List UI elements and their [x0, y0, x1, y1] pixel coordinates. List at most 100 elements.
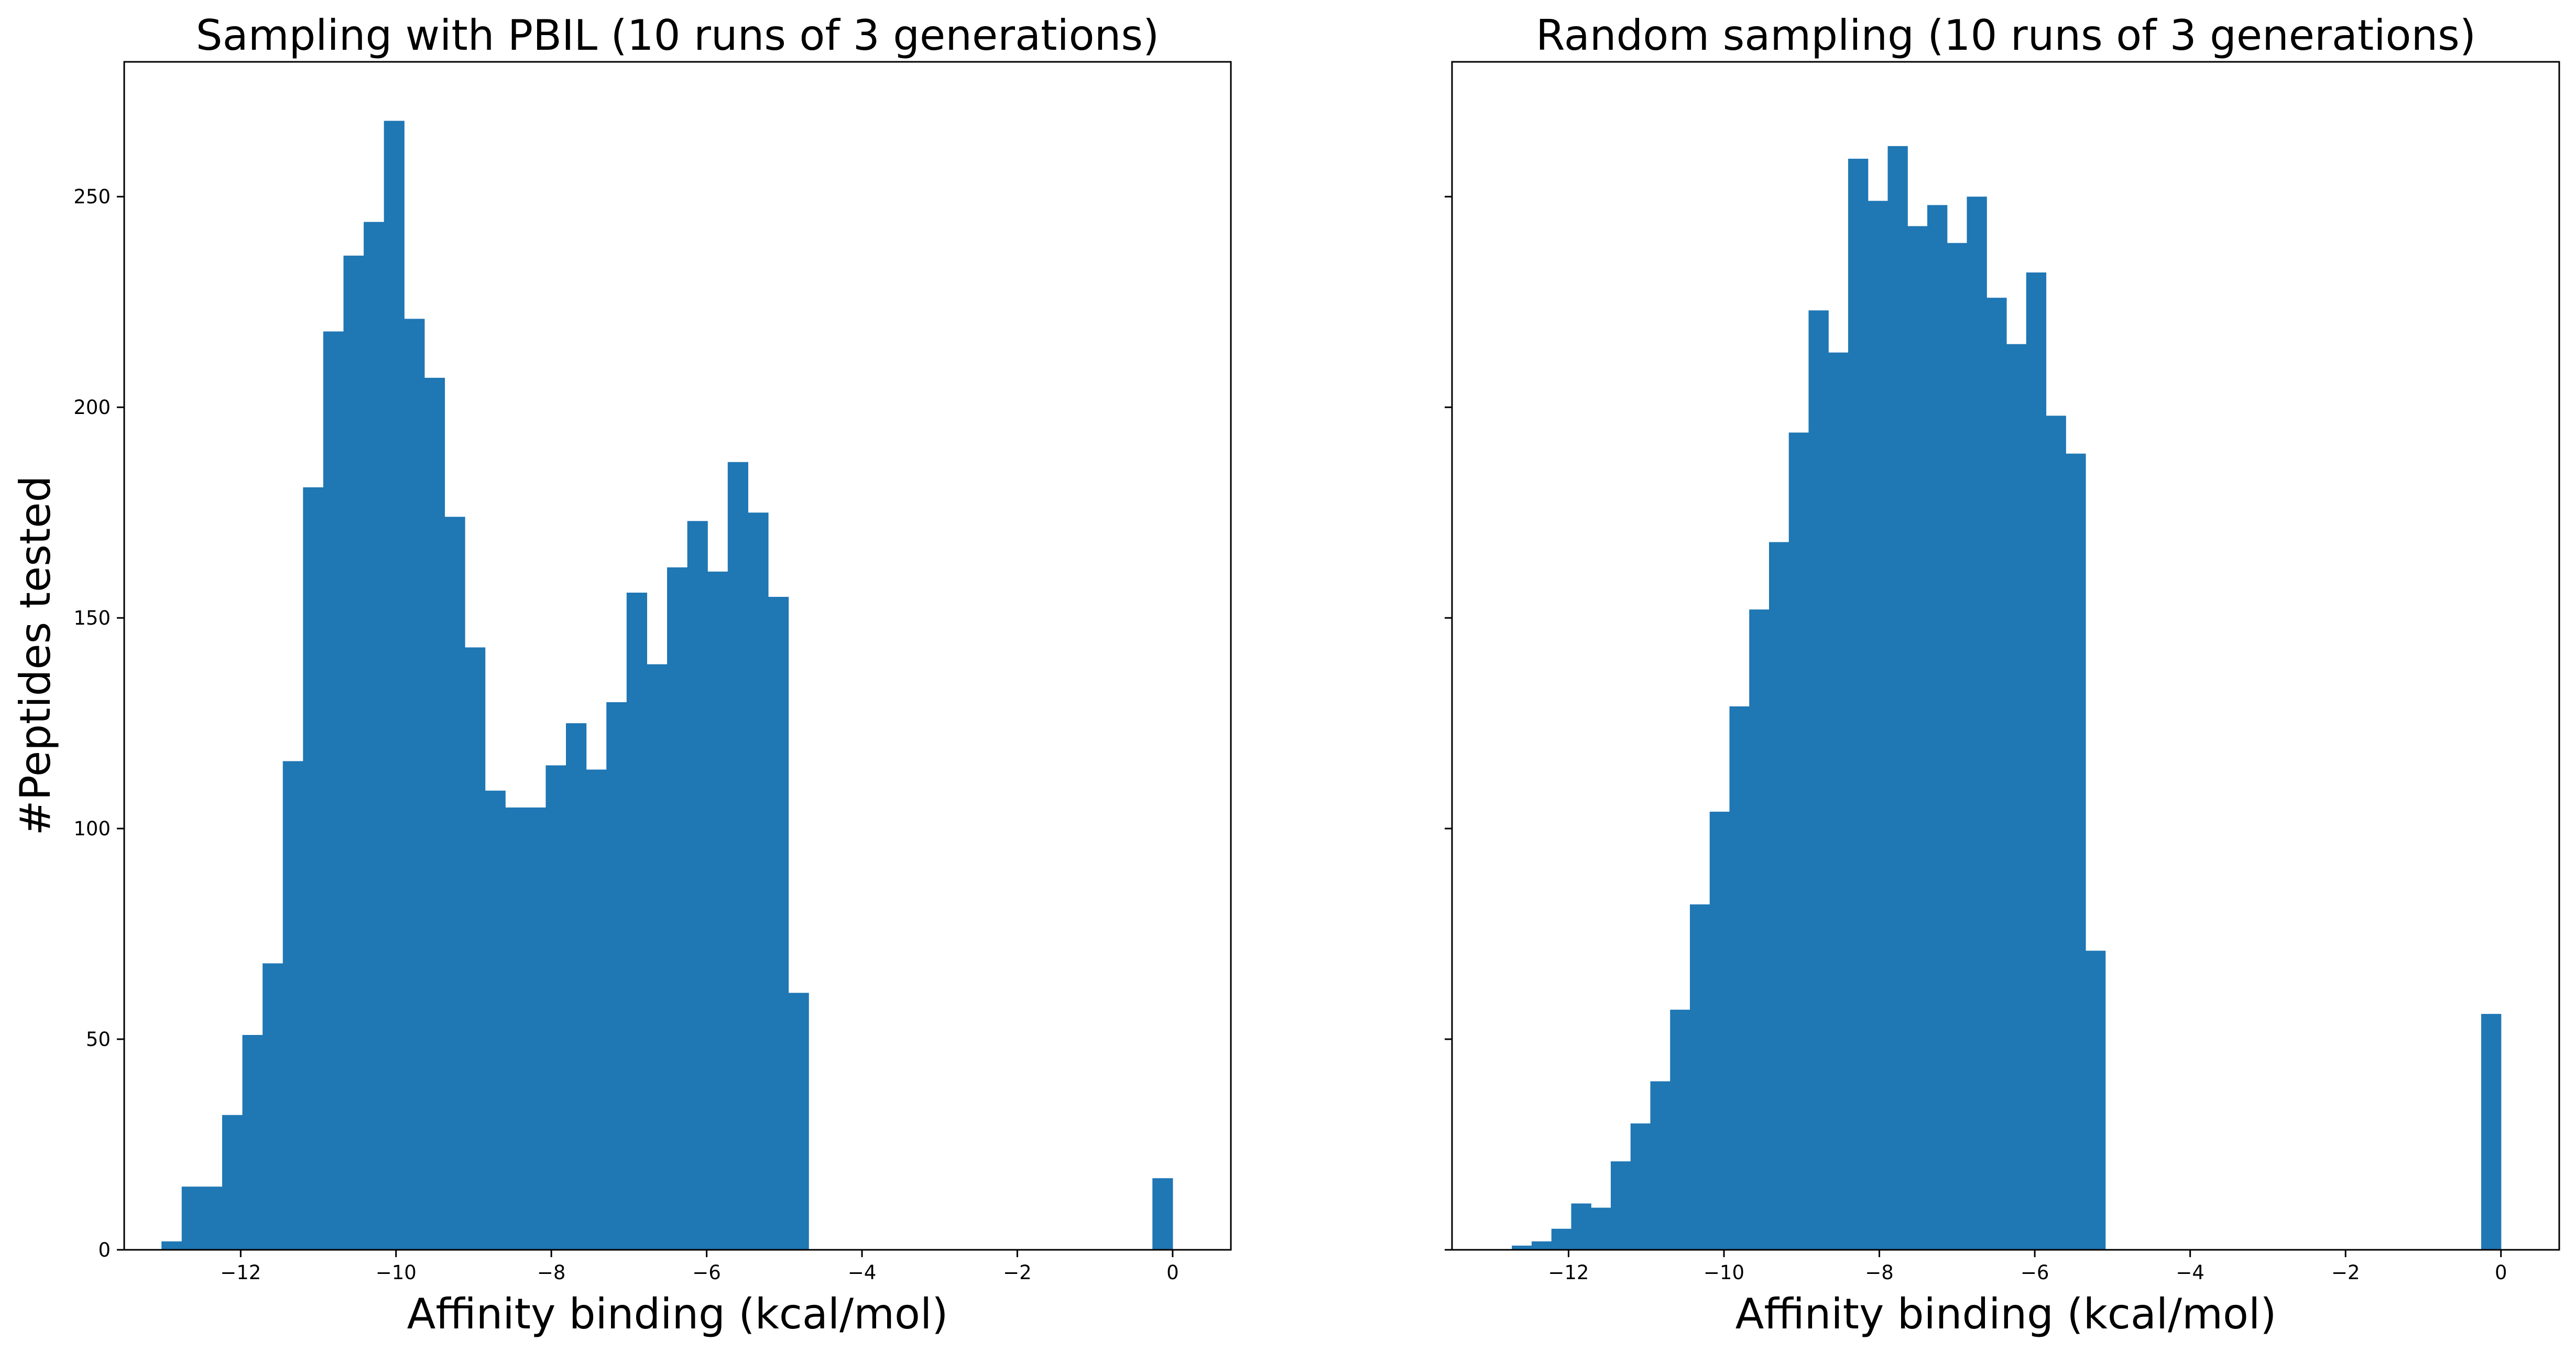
- histogram-bar: [1709, 811, 1730, 1250]
- plot-frame: [1451, 61, 2560, 1251]
- histogram-bar: [424, 377, 445, 1250]
- x-tick-label: −12: [1548, 1261, 1589, 1284]
- histogram-bar: [1650, 1081, 1671, 1250]
- bars: [1512, 146, 2502, 1250]
- x-axis-ticks: −12 −10 −8 −6 −4 −2 0: [220, 1250, 1179, 1284]
- histogram-bar: [2006, 344, 2027, 1250]
- x-tick-label: 0: [2495, 1261, 2507, 1284]
- pbil-histogram-panel: Sampling with PBIL (10 runs of 3 generat…: [11, 11, 1232, 1338]
- histogram-bar: [1152, 1178, 1173, 1250]
- histogram-bar: [1689, 904, 1710, 1250]
- y-axis-ticks: 0 50 100 150 200 250: [73, 186, 124, 1261]
- histogram-bar: [727, 462, 748, 1250]
- histogram-bar: [626, 592, 647, 1250]
- histogram-bar: [303, 487, 324, 1250]
- x-tick-label: −6: [2021, 1261, 2049, 1284]
- histogram-bar: [202, 1186, 223, 1250]
- histogram-bar: [606, 702, 627, 1250]
- histogram-bar: [242, 1035, 263, 1250]
- histogram-bar: [1531, 1241, 1552, 1250]
- histogram-bar: [323, 331, 344, 1250]
- histogram-bar: [1808, 310, 1829, 1250]
- histogram-bar: [1868, 201, 1889, 1250]
- x-tick-label: −4: [848, 1261, 877, 1284]
- y-tick-label: 250: [73, 186, 111, 208]
- histogram-bar: [1986, 298, 2007, 1250]
- histogram-bar: [707, 571, 728, 1250]
- x-axis-label: Affinity binding (kcal/mol): [407, 1290, 948, 1338]
- y-tick-label: 100: [73, 817, 111, 840]
- histogram-bar: [263, 963, 283, 1250]
- histogram-bar: [748, 513, 769, 1250]
- random-histogram-panel: Random sampling (10 runs of 3 generation…: [1445, 11, 2560, 1338]
- histogram-bar: [1769, 542, 1789, 1250]
- histogram-bar: [1551, 1228, 1572, 1250]
- x-tick-label: −12: [220, 1261, 261, 1284]
- histogram-bar: [364, 222, 385, 1250]
- histogram-bar: [1670, 1009, 1690, 1250]
- histogram-bar: [444, 517, 465, 1250]
- x-axis-label: Affinity binding (kcal/mol): [1735, 1290, 2277, 1338]
- plot-frame: [123, 61, 1232, 1251]
- histogram-bar: [485, 790, 506, 1250]
- x-tick-label: 0: [1166, 1261, 1179, 1284]
- histogram-bar: [2085, 951, 2106, 1250]
- histogram-bar: [788, 993, 809, 1250]
- histogram-bar: [282, 761, 303, 1250]
- histogram-bar: [1591, 1207, 1611, 1250]
- histogram-bar: [1729, 706, 1750, 1250]
- histogram-bar: [1828, 352, 1849, 1250]
- histogram-bar: [181, 1186, 202, 1250]
- histogram-bar: [1848, 158, 1869, 1250]
- histogram-bar: [1927, 205, 1948, 1250]
- y-axis-label: #Peptides tested: [11, 476, 60, 836]
- histogram-bar: [525, 807, 547, 1250]
- histogram-bar: [1630, 1123, 1651, 1250]
- x-tick-label: −2: [1003, 1261, 1032, 1284]
- histogram-bar: [2481, 1013, 2502, 1250]
- chart-title: Random sampling (10 runs of 3 generation…: [1536, 11, 2476, 60]
- histogram-bar: [586, 769, 607, 1250]
- x-tick-label: −4: [2176, 1261, 2204, 1284]
- histogram-bar: [2026, 272, 2047, 1250]
- y-tick-label: 50: [86, 1028, 111, 1051]
- histogram-bar: [667, 567, 688, 1250]
- y-tick-label: 200: [73, 396, 111, 419]
- histogram-bar: [1788, 432, 1809, 1250]
- x-tick-label: −10: [1704, 1261, 1744, 1284]
- histogram-bar: [768, 596, 789, 1250]
- x-tick-label: −8: [1865, 1261, 1894, 1284]
- x-tick-label: −6: [692, 1261, 721, 1284]
- y-axis-ticks: [1445, 195, 1452, 1251]
- x-tick-label: −8: [537, 1261, 566, 1284]
- histogram-bar: [465, 647, 486, 1250]
- histogram-bar: [505, 807, 526, 1250]
- histogram-bar: [1887, 146, 1908, 1250]
- histogram-bar: [1512, 1245, 1532, 1250]
- x-axis-ticks: −12 −10 −8 −6 −4 −2 0: [1548, 1250, 2507, 1284]
- histogram-bar: [1967, 197, 1987, 1250]
- histogram-bar: [404, 319, 425, 1250]
- histogram-bar: [647, 664, 668, 1250]
- histogram-bar: [1610, 1161, 1631, 1250]
- histogram-bar: [1947, 243, 1968, 1250]
- histogram-bar: [1907, 226, 1928, 1250]
- histogram-bar: [687, 521, 708, 1250]
- x-tick-label: −10: [376, 1261, 417, 1284]
- histogram-bar: [1571, 1203, 1591, 1250]
- x-tick-label: −2: [2331, 1261, 2360, 1284]
- histogram-bar: [343, 255, 364, 1250]
- histogram-bar: [1749, 609, 1770, 1250]
- histogram-bar: [384, 121, 405, 1250]
- y-tick-label: 0: [98, 1239, 111, 1261]
- bars: [161, 121, 1173, 1250]
- histogram-bar: [545, 765, 566, 1250]
- histogram-bar: [161, 1241, 182, 1250]
- chart-title: Sampling with PBIL (10 runs of 3 generat…: [196, 11, 1159, 60]
- histogram-bar: [566, 723, 587, 1250]
- y-tick-label: 150: [73, 607, 111, 629]
- histogram-bar: [2066, 453, 2086, 1250]
- histogram-bar: [222, 1115, 243, 1250]
- histogram-bar: [2046, 416, 2066, 1250]
